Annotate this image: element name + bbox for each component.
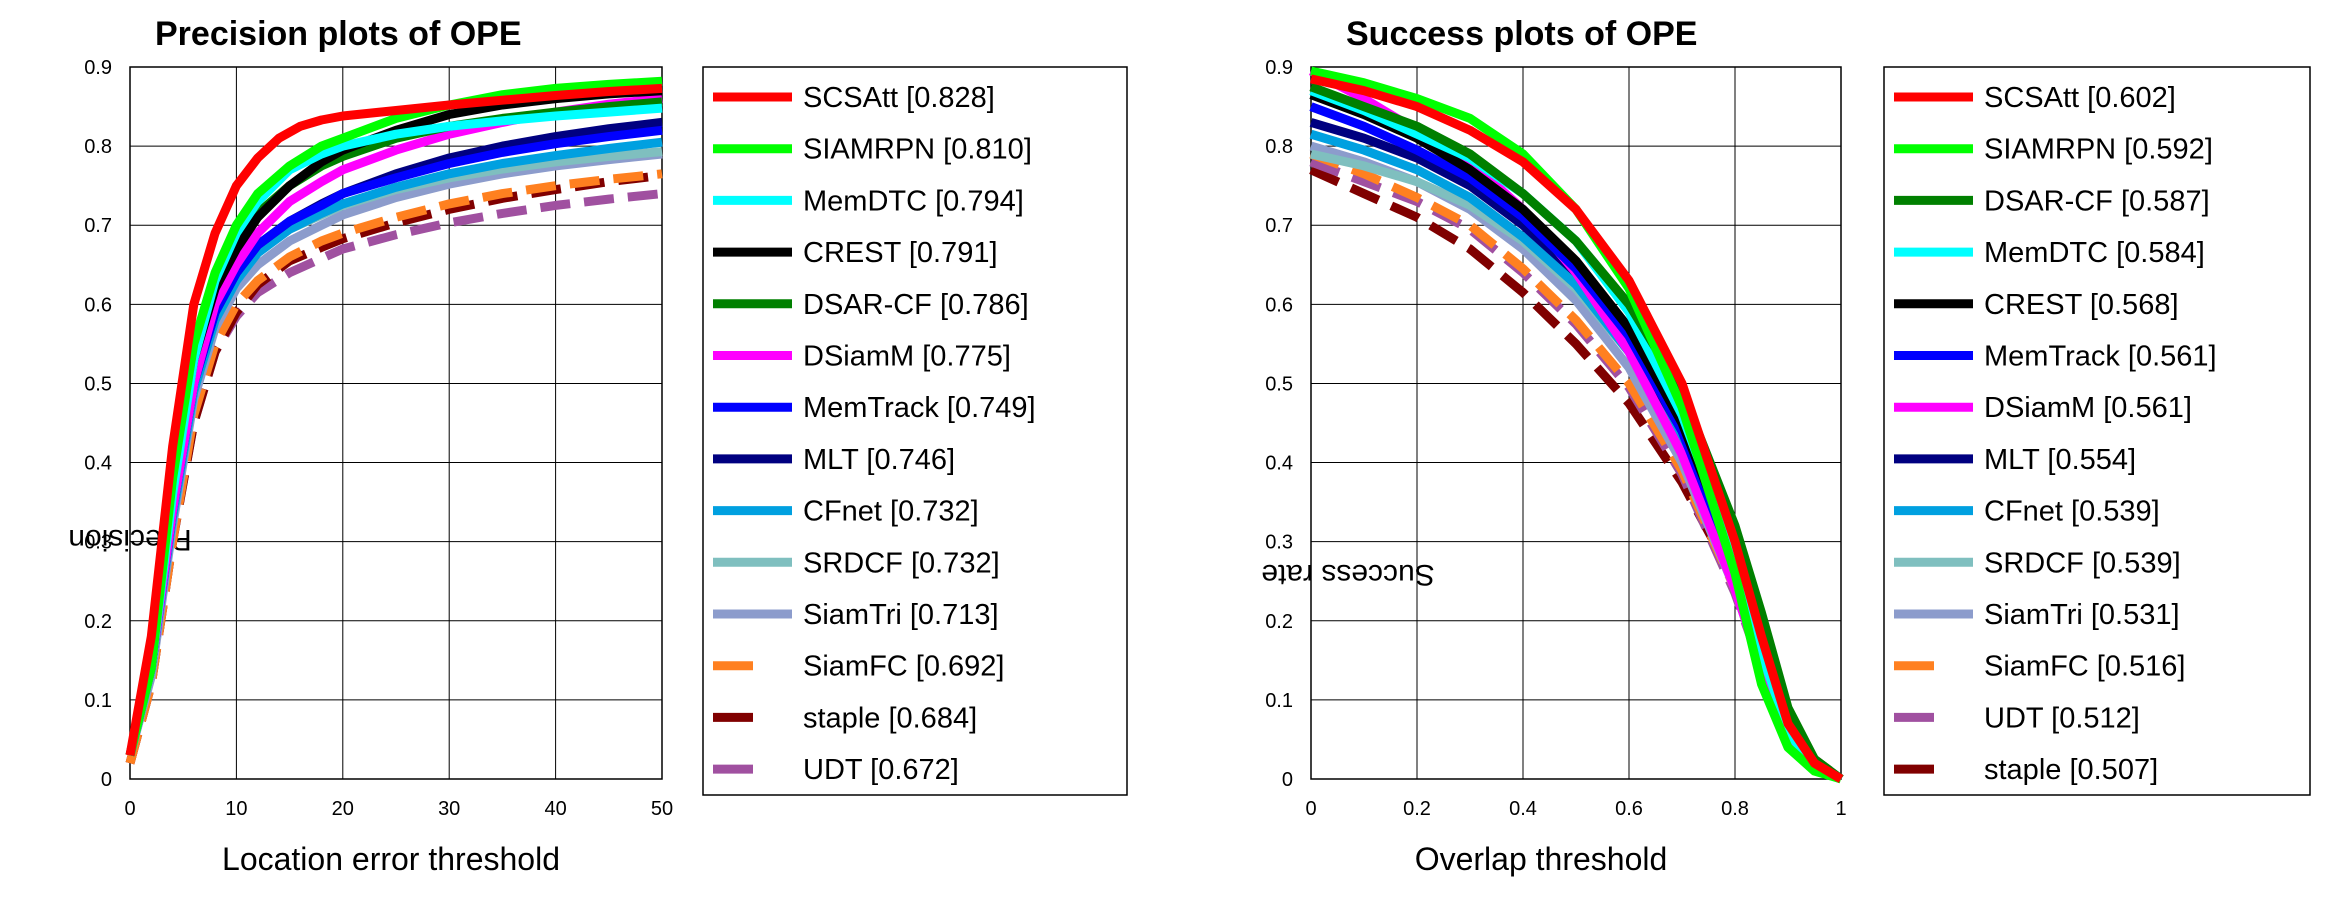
series-line: [125, 83, 663, 757]
series-line: [1310, 74, 1844, 783]
chart-title: Precision plots of OPE: [155, 15, 522, 53]
x-tick-label: 20: [332, 798, 354, 820]
y-tick-label: 0: [101, 769, 112, 791]
x-axis-label: Overlap threshold: [1415, 841, 1668, 877]
series-line: [1309, 149, 1844, 783]
legend-entry-label: DSiamM [0.775]: [803, 341, 1011, 373]
x-tick-label: 30: [438, 798, 460, 820]
y-tick-label: 0.1: [84, 690, 112, 712]
legend-entry-label: MemDTC [0.584]: [1984, 237, 2205, 269]
legend-box: [1883, 66, 2311, 796]
y-tick-label: 0.8: [84, 136, 112, 158]
legend-entry-label: SiamFC [0.692]: [803, 651, 1004, 683]
y-axis-label: Success rate: [1261, 558, 1434, 591]
legend-entry-label: DSAR-CF [0.587]: [1984, 185, 2210, 217]
precision-chart: Precision plots of OPE 0 0.1 0.2 0.3 0.4 0.5 0.…: [68, 15, 1128, 877]
legend-entry-label: staple [0.507]: [1984, 754, 2158, 786]
legend-entry-label: UDT [0.672]: [803, 754, 959, 786]
legend-box: [702, 66, 1128, 796]
y-tick-label: 0.4: [84, 453, 112, 475]
y-tick-label: 0.5: [84, 373, 112, 395]
legend-entry-label: SIAMRPN [0.592]: [1984, 134, 2213, 166]
x-tick-label: 1: [1835, 798, 1846, 820]
legend-entry-label: MemTrack [0.749]: [803, 392, 1036, 424]
x-tick-label: 40: [544, 798, 566, 820]
legend-entry-label: MemDTC [0.794]: [803, 185, 1024, 217]
y-tick-label: 0.7: [84, 215, 112, 237]
legend-entry-label: staple [0.684]: [803, 702, 977, 734]
x-tick-label: 0.2: [1403, 798, 1431, 820]
series-line: [1309, 82, 1844, 783]
legend-entry-label: SiamTri [0.531]: [1984, 599, 2180, 631]
y-tick-label: 0.5: [1265, 373, 1293, 395]
legend-entry-label: DSiamM [0.561]: [1984, 392, 2192, 424]
legend-entry-label: MemTrack [0.561]: [1984, 341, 2217, 373]
x-tick-label: 0: [124, 798, 135, 820]
legend: SCSAtt [0.602] SIAMRPN [0.592] DSAR-CF [0.…: [1883, 66, 2311, 796]
legend-entry-label: CFnet [0.539]: [1984, 496, 2160, 528]
success-chart: Success plots of OPE 0 0.1 0.2 0.3 0.4 0.5 0.6 0…: [1261, 15, 2311, 877]
y-tick-label: 0.9: [1265, 57, 1293, 79]
legend: SCSAtt [0.828] SIAMRPN [0.810] MemDTC [0.7…: [702, 66, 1128, 796]
legend-entry-label: MLT [0.554]: [1984, 444, 2136, 476]
legend-entry-label: CREST [0.568]: [1984, 289, 2179, 321]
x-tick-label: 0: [1305, 798, 1316, 820]
y-tick-label: 0.3: [1265, 532, 1293, 554]
x-tick-label: 50: [651, 798, 673, 820]
legend-entry-label: DSAR-CF [0.786]: [803, 289, 1029, 321]
series-lines: [125, 76, 663, 765]
y-tick-label: 0.2: [84, 611, 112, 633]
x-axis-label: Location error threshold: [222, 841, 560, 877]
x-tick-label: 0.8: [1721, 798, 1749, 820]
y-tick-label: 0.8: [1265, 136, 1293, 158]
legend-entry-label: SRDCF [0.539]: [1984, 547, 2181, 579]
legend-entry-label: UDT [0.512]: [1984, 702, 2140, 734]
y-tick-label: 0.6: [1265, 294, 1293, 316]
legend-entry-label: SIAMRPN [0.810]: [803, 134, 1032, 166]
y-tick-label: 0.7: [1265, 215, 1293, 237]
y-tick-label: 0.6: [84, 294, 112, 316]
legend-entry-label: CFnet [0.732]: [803, 496, 979, 528]
y-tick-label: 0.4: [1265, 453, 1293, 475]
y-tick-label: 0.3: [84, 532, 112, 554]
chart-title: Success plots of OPE: [1346, 15, 1697, 53]
x-tick-label: 0.6: [1615, 798, 1643, 820]
legend-entry-label: SiamTri [0.713]: [803, 599, 999, 631]
series-lines: [1308, 66, 1844, 784]
legend-entry-label: SRDCF [0.732]: [803, 547, 1000, 579]
y-tick-label: 0: [1282, 769, 1293, 791]
legend-entry-label: CREST [0.791]: [803, 237, 998, 269]
series-line: [125, 76, 663, 757]
legend-entry-label: SiamFC [0.516]: [1984, 651, 2185, 683]
legend-entry-label: SCSAtt [0.602]: [1984, 82, 2176, 114]
y-tick-label: 0.9: [84, 57, 112, 79]
legend-entry-label: SCSAtt [0.828]: [803, 82, 995, 114]
legend-entry-label: MLT [0.746]: [803, 444, 955, 476]
x-tick-label: 0.4: [1509, 798, 1537, 820]
y-tick-label: 0.2: [1265, 611, 1293, 633]
y-tick-label: 0.1: [1265, 690, 1293, 712]
x-tick-label: 10: [225, 798, 247, 820]
